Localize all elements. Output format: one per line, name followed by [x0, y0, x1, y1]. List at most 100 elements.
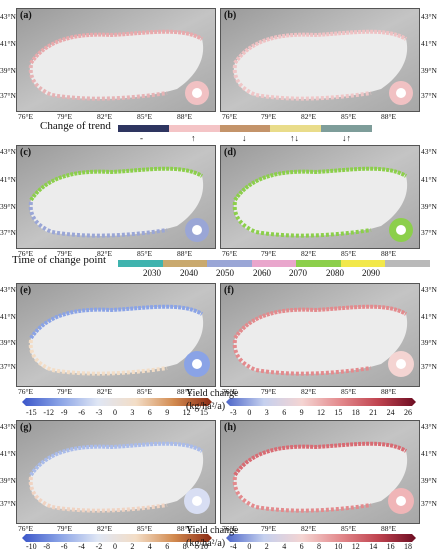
map-f: [221, 284, 419, 386]
lat-tick: 41°N: [0, 449, 16, 458]
lon-tick: 82°E: [301, 112, 317, 121]
lon-tick: 88°E: [381, 249, 397, 258]
panel-label: (b): [224, 10, 237, 21]
lon-tick: 85°E: [341, 112, 357, 121]
colorbar-tick-label: -4: [78, 542, 85, 551]
colorbar-h: [226, 534, 416, 542]
lon-tick: 79°E: [57, 112, 73, 121]
colorbar-tick-label: 15: [200, 408, 208, 417]
lat-tick: 41°N: [421, 312, 437, 321]
colorbar-h-ticks: -4 0 2 4 6 8 10 12 14 16 18: [226, 542, 416, 551]
lat-tick: 37°N: [0, 228, 16, 237]
map-a: [17, 9, 215, 111]
lat-tick: 37°N: [421, 362, 437, 371]
lat-tick: 41°N: [0, 39, 16, 48]
time-label: 2060: [253, 268, 271, 278]
colorbar-tick-label: 6: [165, 542, 170, 551]
map-h: [221, 421, 419, 523]
panel-label: (c): [20, 147, 32, 158]
time-swatch: [385, 260, 431, 267]
lon-tick: 82°E: [97, 249, 113, 258]
lat-tick: 37°N: [421, 91, 437, 100]
lat-tick: 39°N: [0, 338, 16, 347]
lon-tick: 82°E: [301, 387, 317, 396]
colorbar-tick-label: 10: [334, 542, 343, 551]
colorbar-g-ticks: -10 -8 -6 -4 -2 0 2 4 6 8 10: [22, 542, 212, 551]
colorbar-tick-label: 6: [299, 542, 304, 551]
map-d: [221, 146, 419, 248]
colorbar-tick-label: 2: [264, 542, 269, 551]
lon-tick: 79°E: [261, 387, 277, 396]
lat-tick: 43°N: [0, 12, 16, 21]
colorbar-tick-label: 0: [247, 408, 252, 417]
time-label: 2030: [143, 268, 161, 278]
colorbar-tick-label: 4: [282, 542, 287, 551]
lon-tick: 76°E: [18, 524, 34, 533]
panel-label: (f): [224, 285, 234, 296]
colorbar-e: [22, 398, 212, 406]
trend-label: ↑↓: [290, 133, 299, 143]
lat-tick: 43°N: [0, 285, 16, 294]
colorbar-tick-label: 3: [264, 408, 269, 417]
colorbar-tick-label: 26: [404, 408, 412, 417]
map-panel-f: (f): [220, 283, 420, 387]
lon-tick: 76°E: [222, 524, 238, 533]
time-legend-title: Time of change point: [12, 254, 106, 266]
time-swatch: [251, 260, 297, 267]
lat-tick: 39°N: [421, 338, 437, 347]
panel-label: (h): [224, 422, 237, 433]
lat-tick: 41°N: [421, 449, 437, 458]
colorbar-tick-label: 16: [386, 542, 395, 551]
yield-change-title: Yield change: [186, 388, 239, 399]
lat-tick: 43°N: [421, 285, 437, 294]
time-swatch: [340, 260, 386, 267]
lon-tick: 79°E: [57, 524, 73, 533]
time-swatch: [162, 260, 208, 267]
yield-change-unit: (kg/ha²/a): [186, 401, 226, 412]
panel-label: (d): [224, 147, 237, 158]
colorbar-tick-label: 18: [404, 542, 412, 551]
colorbar-tick-label: 14: [369, 542, 378, 551]
lat-tick: 41°N: [421, 175, 437, 184]
lon-tick: 82°E: [301, 524, 317, 533]
yield-change-title: Yield change: [186, 525, 239, 536]
lon-tick: 76°E: [222, 112, 238, 121]
colorbar-tick-label: 0: [113, 408, 117, 417]
lat-tick: 41°N: [0, 175, 16, 184]
lat-tick: 41°N: [421, 39, 437, 48]
colorbar-tick-label: -9: [60, 408, 68, 417]
map-b: [221, 9, 419, 111]
lon-tick: 82°E: [97, 112, 113, 121]
lat-tick: 37°N: [0, 362, 16, 371]
lon-tick: 88°E: [381, 387, 397, 396]
time-legend-bar: [118, 260, 431, 267]
lat-tick: 37°N: [0, 499, 16, 508]
colorbar-tick-label: -12: [43, 408, 55, 417]
colorbar-tick-label: 10: [200, 542, 208, 551]
colorbar-g: [22, 534, 212, 542]
lon-tick: 82°E: [301, 249, 317, 258]
trend-label: ↓↑: [342, 133, 351, 143]
lon-tick: 85°E: [341, 249, 357, 258]
lat-tick: 39°N: [421, 202, 437, 211]
lon-tick: 85°E: [137, 524, 153, 533]
map-panel-b: (b): [220, 8, 420, 112]
lon-tick: 79°E: [261, 249, 277, 258]
colorbar-tick-label: 0: [113, 542, 117, 551]
colorbar-tick-label: 9: [165, 408, 170, 417]
colorbar-tick-label: -6: [78, 408, 85, 417]
lon-tick: 88°E: [177, 112, 193, 121]
colorbar-tick-label: -4: [230, 542, 237, 551]
colorbar-tick-label: 8: [317, 542, 321, 551]
trend-swatch: [321, 125, 372, 132]
colorbar-tick-label: 2: [130, 542, 135, 551]
colorbar-tick-label: 6: [282, 408, 287, 417]
lat-tick: 37°N: [421, 499, 437, 508]
time-swatch: [207, 260, 252, 267]
lon-tick: 85°E: [341, 524, 357, 533]
trend-legend-bar: [118, 125, 372, 132]
colorbar-tick-label: -3: [95, 408, 103, 417]
colorbar-tick-label: 0: [247, 542, 252, 551]
colorbar-tick-label: 12: [182, 408, 191, 417]
colorbar-e-ticks: -15 -12 -9 -6 -3 0 3 6 9 12 15: [22, 408, 212, 418]
